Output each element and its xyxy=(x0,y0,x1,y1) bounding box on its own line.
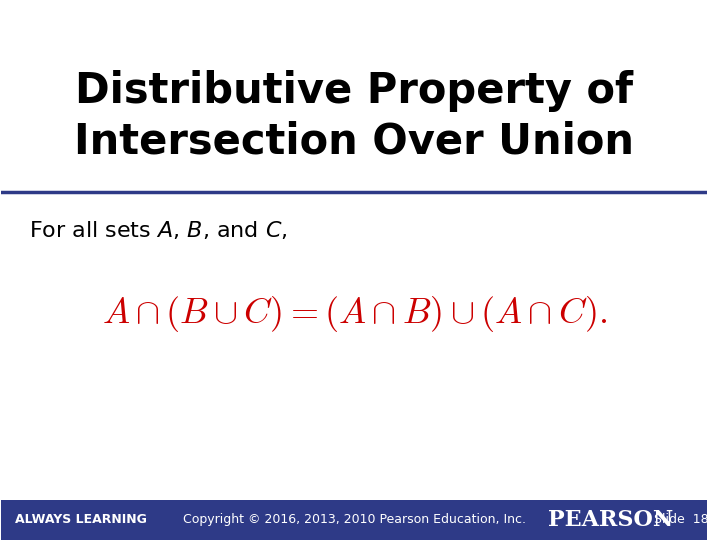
Text: PEARSON: PEARSON xyxy=(549,509,674,531)
Text: Slide  18: Slide 18 xyxy=(654,513,709,526)
Text: For all sets $A$, $B$, and $C$,: For all sets $A$, $B$, and $C$, xyxy=(30,219,288,241)
Text: $A \cap (B \cup C) = (A \cap B) \cup (A \cap C).$: $A \cap (B \cup C) = (A \cap B) \cup (A … xyxy=(102,294,607,334)
Text: ALWAYS LEARNING: ALWAYS LEARNING xyxy=(15,513,147,526)
Text: Copyright © 2016, 2013, 2010 Pearson Education, Inc.: Copyright © 2016, 2013, 2010 Pearson Edu… xyxy=(183,513,526,526)
FancyBboxPatch shape xyxy=(1,500,707,540)
Text: Distributive Property of
Intersection Over Union: Distributive Property of Intersection Ov… xyxy=(74,70,634,163)
